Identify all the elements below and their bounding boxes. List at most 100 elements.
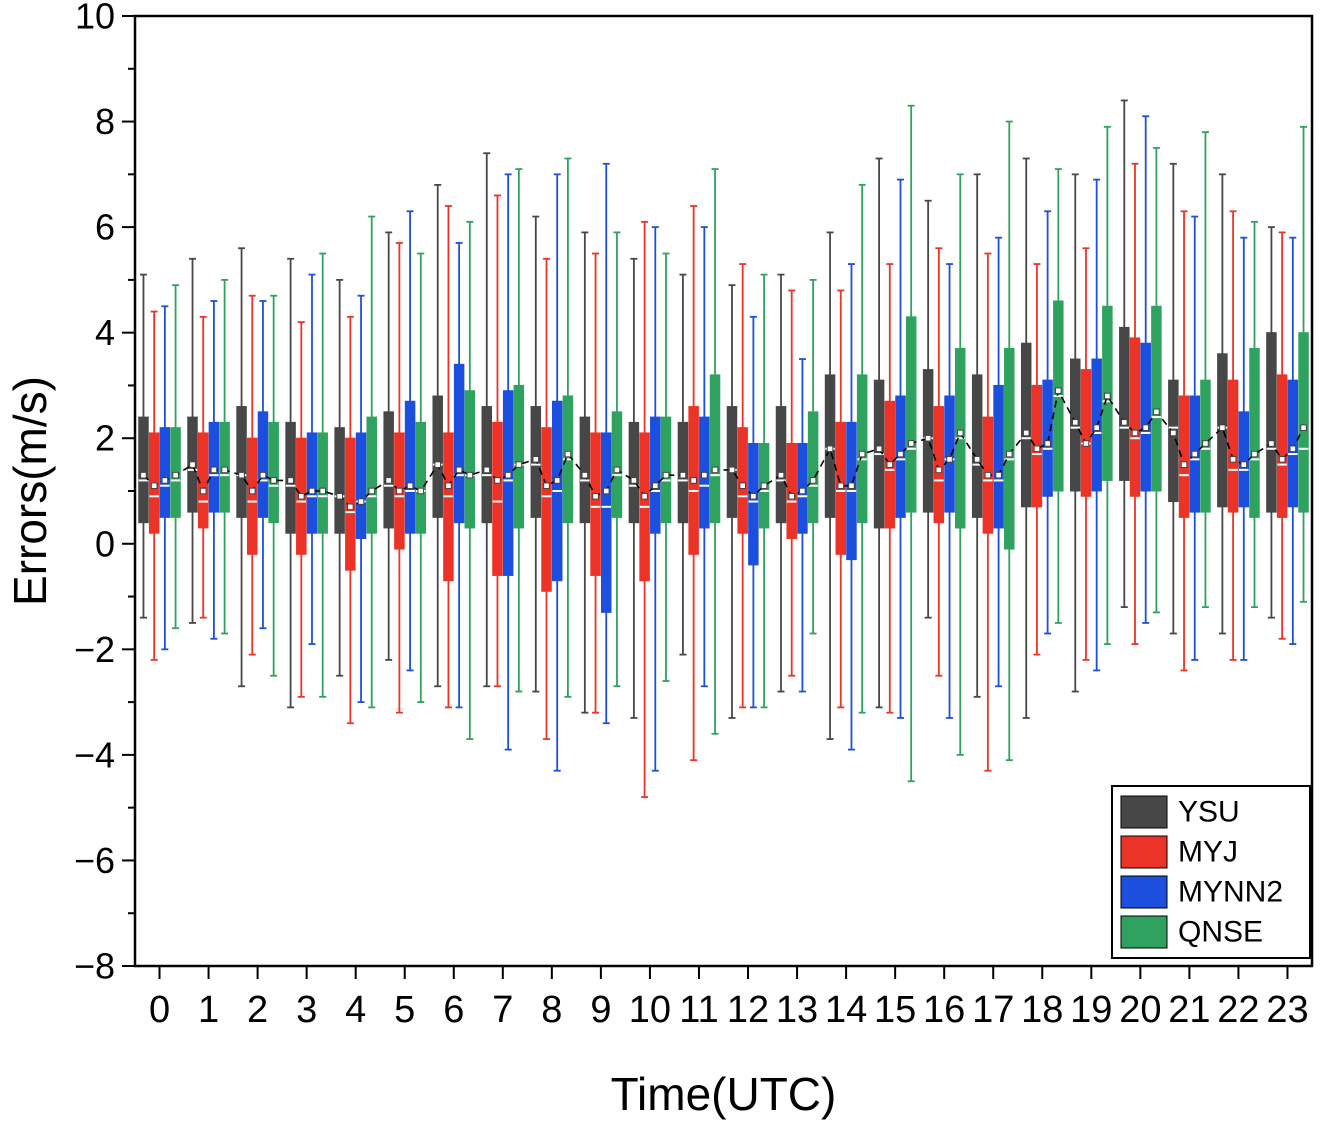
mean-marker	[1131, 429, 1139, 437]
mean-marker	[1142, 424, 1150, 431]
mean-marker	[1093, 424, 1100, 431]
boxplot-box	[611, 411, 623, 518]
mean-marker	[777, 471, 785, 479]
legend-label: MYNN2	[1178, 876, 1283, 909]
boxplot-box	[317, 432, 328, 534]
x-tick-label: 0	[149, 989, 170, 1031]
mean-marker	[319, 487, 326, 495]
mean-marker	[788, 492, 796, 500]
boxplot-box	[541, 427, 552, 592]
y-tick-label: −6	[74, 840, 115, 881]
mean-marker	[385, 477, 392, 484]
mean-marker	[641, 492, 648, 500]
mean-marker	[760, 482, 768, 490]
mean-marker	[455, 466, 463, 474]
boxplot-box	[1276, 374, 1288, 518]
mean-marker	[221, 466, 228, 474]
mean-marker	[826, 445, 834, 453]
mean-marker	[897, 450, 904, 458]
x-tick-label: 10	[629, 989, 671, 1031]
mean-marker	[553, 477, 561, 484]
boxplot-box	[1140, 342, 1151, 492]
mean-marker	[564, 450, 572, 458]
mean-marker	[1170, 429, 1177, 437]
x-tick-label: 12	[727, 989, 769, 1031]
boxplot-box	[709, 374, 721, 524]
y-tick-label: 6	[95, 207, 115, 248]
mean-marker	[172, 471, 179, 479]
mean-marker	[466, 471, 474, 479]
boxplot-box	[1020, 342, 1032, 508]
mean-marker	[1121, 419, 1128, 426]
mean-marker	[368, 487, 376, 495]
mean-marker	[210, 466, 218, 474]
mean-marker	[1300, 424, 1307, 431]
mean-marker	[1005, 450, 1013, 458]
boxplot-box	[159, 427, 171, 518]
mean-marker	[140, 471, 147, 479]
boxplot-box	[660, 416, 672, 524]
x-tick-label: 8	[541, 989, 562, 1031]
x-tick-label: 18	[1021, 989, 1063, 1031]
legend-swatch	[1120, 875, 1168, 909]
mean-marker	[973, 456, 981, 463]
y-tick-label: 4	[95, 312, 115, 353]
boxplot-box	[905, 316, 917, 513]
mean-marker	[935, 466, 943, 474]
mean-marker	[1278, 456, 1286, 463]
mean-marker	[308, 487, 316, 495]
boxplot-box	[197, 432, 209, 529]
y-tick-label: 10	[75, 0, 115, 37]
mean-marker	[1268, 440, 1275, 447]
x-tick-label: 4	[345, 989, 366, 1031]
boxplot-box	[257, 411, 269, 518]
mean-marker	[858, 450, 866, 458]
boxplot-box	[1266, 332, 1277, 513]
legend-label: MYJ	[1178, 836, 1238, 869]
x-tick-label: 11	[679, 989, 718, 1031]
mean-marker	[690, 477, 697, 484]
mean-marker	[924, 434, 932, 442]
boxplot-box	[443, 432, 454, 582]
mean-marker	[238, 471, 245, 479]
mean-marker	[287, 477, 294, 484]
boxplot-box	[628, 421, 640, 524]
mean-marker	[1153, 408, 1160, 416]
mean-marker	[1229, 456, 1237, 463]
mean-marker	[434, 461, 442, 468]
mean-marker	[739, 482, 746, 490]
legend-label: QNSE	[1178, 916, 1263, 949]
mean-marker	[504, 471, 512, 479]
boxplot-box	[383, 411, 394, 529]
x-tick-label: 2	[247, 989, 268, 1031]
mean-marker	[270, 477, 277, 484]
mean-marker	[613, 466, 621, 474]
mean-marker	[592, 492, 599, 500]
boxplot-box	[1042, 379, 1053, 497]
boxplot-box	[366, 416, 377, 534]
x-tick-label: 9	[590, 989, 611, 1031]
boxplot-box	[247, 437, 258, 555]
mean-marker	[956, 429, 964, 437]
boxplot-box	[748, 443, 759, 566]
boxplot-box	[786, 443, 797, 539]
boxplot-box	[432, 395, 443, 518]
boxplot-box	[737, 427, 748, 534]
y-tick-label: −8	[74, 946, 115, 987]
mean-marker	[515, 461, 523, 468]
x-axis-title: Time(UTC)	[611, 1068, 837, 1120]
x-tick-label: 20	[1119, 989, 1161, 1031]
mean-marker	[809, 477, 817, 484]
mean-marker	[417, 487, 425, 495]
x-tick-label: 1	[198, 989, 219, 1031]
y-tick-label: −2	[74, 629, 115, 670]
boxplot-box	[306, 432, 318, 534]
x-tick-label: 17	[972, 989, 1014, 1031]
mean-marker	[662, 471, 670, 479]
mean-marker	[679, 471, 687, 479]
mean-marker	[357, 498, 365, 505]
legend: YSU MYJ MYNN2 QNSE	[1111, 785, 1311, 959]
mean-marker	[396, 487, 403, 495]
mean-marker	[543, 482, 550, 490]
